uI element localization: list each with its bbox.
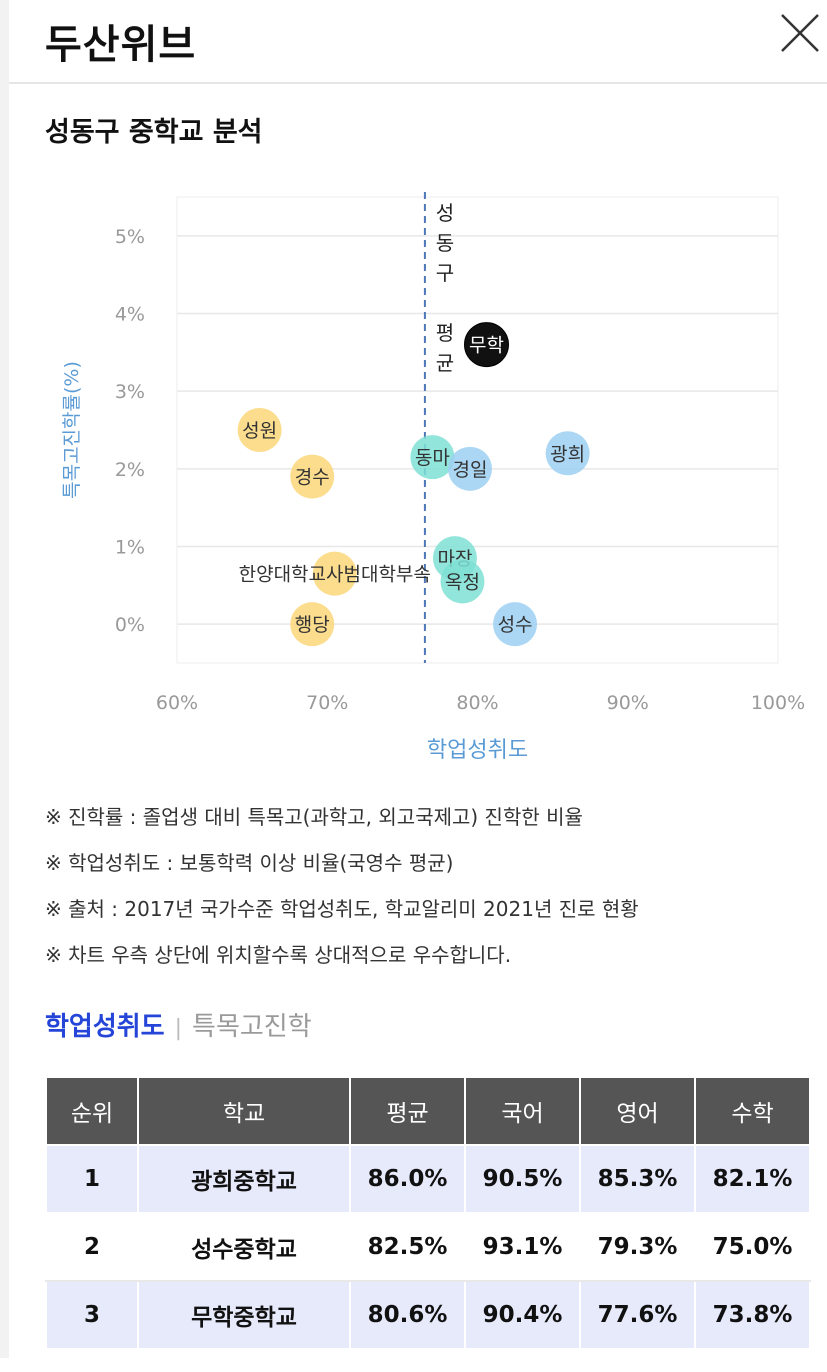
ranking-table: 순위 학교 평균 국어 영어 수학 1 광희중학교 86.0% 90.5% 85… (45, 1076, 811, 1372)
data-point (237, 408, 282, 452)
note-hint: ※ 차트 우측 상단에 위치할수록 상대적으로 우수합니다. (45, 943, 512, 967)
table-row[interactable]: 2 성수중학교 82.5% 93.1% 79.3% 75.0% (45, 1212, 811, 1282)
english-cell: 79.3% (579, 1212, 696, 1282)
col-school[interactable]: 학교 (137, 1076, 351, 1146)
x-tick-label: 70% (306, 692, 348, 714)
tab-achievement[interactable]: 학업성취도 (45, 1012, 165, 1042)
data-point-label: 경일 (453, 459, 488, 481)
data-point (545, 431, 590, 476)
data-point-label: 경수 (295, 467, 330, 489)
data-point-label: 한양대학교사범대학부속 (239, 564, 431, 586)
data-point-label: 옥정 (445, 571, 480, 593)
school-cell: 광희중학교 (137, 1144, 351, 1214)
rank-cell: 2 (45, 1212, 139, 1282)
x-tick-label: 90% (607, 692, 649, 714)
math-cell: 75.0% (694, 1212, 811, 1282)
tab-bar: 학업성취도 | 특목고진학 (45, 1006, 312, 1043)
data-point-label: 성수 (498, 614, 533, 636)
col-korean[interactable]: 국어 (464, 1076, 581, 1146)
average-line-label-char: 성 (436, 201, 454, 225)
average-cell: 86.0% (349, 1144, 466, 1214)
korean-cell: 90.5% (464, 1144, 581, 1214)
y-tick-label: 0% (115, 614, 145, 636)
data-point (447, 446, 492, 491)
y-tick-label: 2% (115, 459, 145, 481)
table-row[interactable]: 3 무학중학교 80.6% 90.4% 77.6% 73.8% (45, 1280, 811, 1350)
section-title: 성동구 중학교 분석 (45, 117, 263, 148)
average-cell: 82.5% (349, 1212, 466, 1282)
col-average[interactable]: 평균 (349, 1076, 466, 1146)
plot-frame (176, 196, 779, 664)
average-cell: 80.6% (349, 1280, 466, 1350)
korean-cell: 93.1% (464, 1212, 581, 1282)
col-math[interactable]: 수학 (694, 1076, 811, 1146)
note-rate: ※ 진학률 : 졸업생 대비 특목고(과학고, 외고국제고) 진학한 비율 (45, 805, 583, 829)
data-point (410, 435, 455, 480)
data-point (464, 322, 510, 368)
korean-cell: 90.4% (464, 1280, 581, 1350)
note-source: ※ 출처 : 2017년 국가수준 학업성취도, 학교알리미 2021년 진로 … (45, 897, 639, 921)
tab-separator: | (174, 1016, 183, 1041)
school-cell: 성수중학교 (137, 1212, 351, 1282)
school-cell: 무학중학교 (137, 1280, 351, 1350)
average-line-label: 성동구 평균 (436, 201, 454, 375)
y-tick-label: 5% (115, 226, 145, 248)
math-cell: 73.8% (694, 1280, 811, 1350)
table-row[interactable]: 1 광희중학교 86.0% 90.5% 85.3% 82.1% (45, 1144, 811, 1214)
data-point-label: 성원 (242, 420, 277, 442)
notes: ※ 진학률 : 졸업생 대비 특목고(과학고, 외고국제고) 진학한 비율 ※ … (45, 798, 639, 982)
table-header-row: 순위 학교 평균 국어 영어 수학 (45, 1076, 811, 1146)
x-tick-label: 60% (156, 692, 198, 714)
data-point-label: 무학 (469, 335, 504, 357)
close-icon[interactable] (779, 12, 821, 54)
average-line-label-char: 동 (436, 231, 454, 255)
col-english[interactable]: 영어 (579, 1076, 696, 1146)
x-axis-title: 학업성취도 (427, 738, 528, 763)
english-cell: 77.6% (579, 1280, 696, 1350)
average-line-label-char: 균 (436, 351, 454, 375)
data-point (290, 602, 335, 647)
left-panel-edge (0, 0, 9, 1358)
data-point-label: 동마 (415, 447, 450, 469)
average-line-label-char: 구 (436, 261, 454, 285)
rank-cell: 3 (45, 1280, 139, 1350)
scatter-chart: 0% 1% 2% 3% 4% 5% 60% 70% 80% 90% 100% 학업성취도 특목고진학률(… (61, 192, 805, 763)
app-title: 두산위브 (45, 22, 197, 68)
x-tick-label: 100% (751, 692, 805, 714)
math-cell: 82.1% (694, 1144, 811, 1214)
data-point (440, 559, 485, 604)
data-point-label: 행당 (295, 614, 330, 636)
data-point-label: 광희 (550, 443, 585, 465)
x-tick-label: 80% (456, 692, 498, 714)
average-line-label-char: 평 (436, 321, 454, 345)
rank-cell: 1 (45, 1144, 139, 1214)
y-tick-label: 4% (115, 304, 145, 326)
y-tick-label: 1% (115, 537, 145, 559)
data-point (290, 454, 335, 499)
col-rank[interactable]: 순위 (45, 1076, 139, 1146)
data-point (312, 551, 357, 596)
y-axis-title: 특목고진학률(%) (61, 361, 83, 499)
note-achievement: ※ 학업성취도 : 보통학력 이상 비율(국영수 평균) (45, 851, 454, 875)
data-point (493, 602, 538, 647)
table-row-partial (45, 1348, 811, 1372)
y-tick-label: 3% (115, 381, 145, 403)
tab-special-school[interactable]: 특목고진학 (192, 1012, 312, 1042)
english-cell: 85.3% (579, 1144, 696, 1214)
header: 두산위브 (9, 0, 827, 84)
